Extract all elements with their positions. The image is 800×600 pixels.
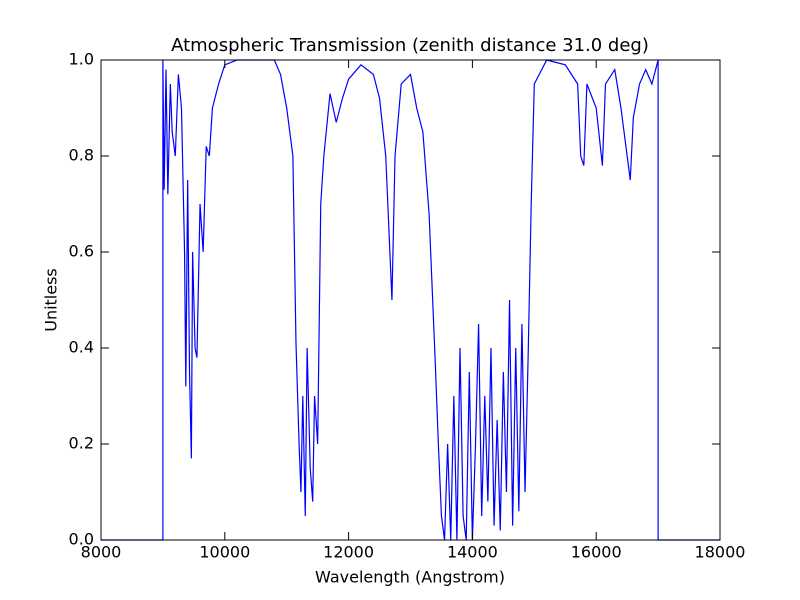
plot-frame — [100, 59, 721, 541]
x-axis-label: Wavelength (Angstrom) — [315, 568, 505, 587]
x-tick-label: 8000 — [81, 543, 122, 562]
x-tick-label: 12000 — [323, 543, 374, 562]
y-tick-label: 0.6 — [69, 242, 94, 261]
transmission-line — [101, 59, 720, 541]
x-tick-label: 10000 — [199, 543, 250, 562]
y-tick-label: 0.2 — [69, 434, 94, 453]
y-tick-label: 1.0 — [69, 50, 94, 69]
x-tick-label: 14000 — [447, 543, 498, 562]
chart-title: Atmospheric Transmission (zenith distanc… — [171, 35, 649, 56]
y-tick-label: 0.0 — [69, 530, 94, 549]
y-tick-label: 0.8 — [69, 146, 94, 165]
x-tick-label: 18000 — [695, 543, 746, 562]
x-tick-label: 16000 — [571, 543, 622, 562]
y-axis-label: Unitless — [42, 268, 61, 332]
y-tick-label: 0.4 — [69, 338, 94, 357]
